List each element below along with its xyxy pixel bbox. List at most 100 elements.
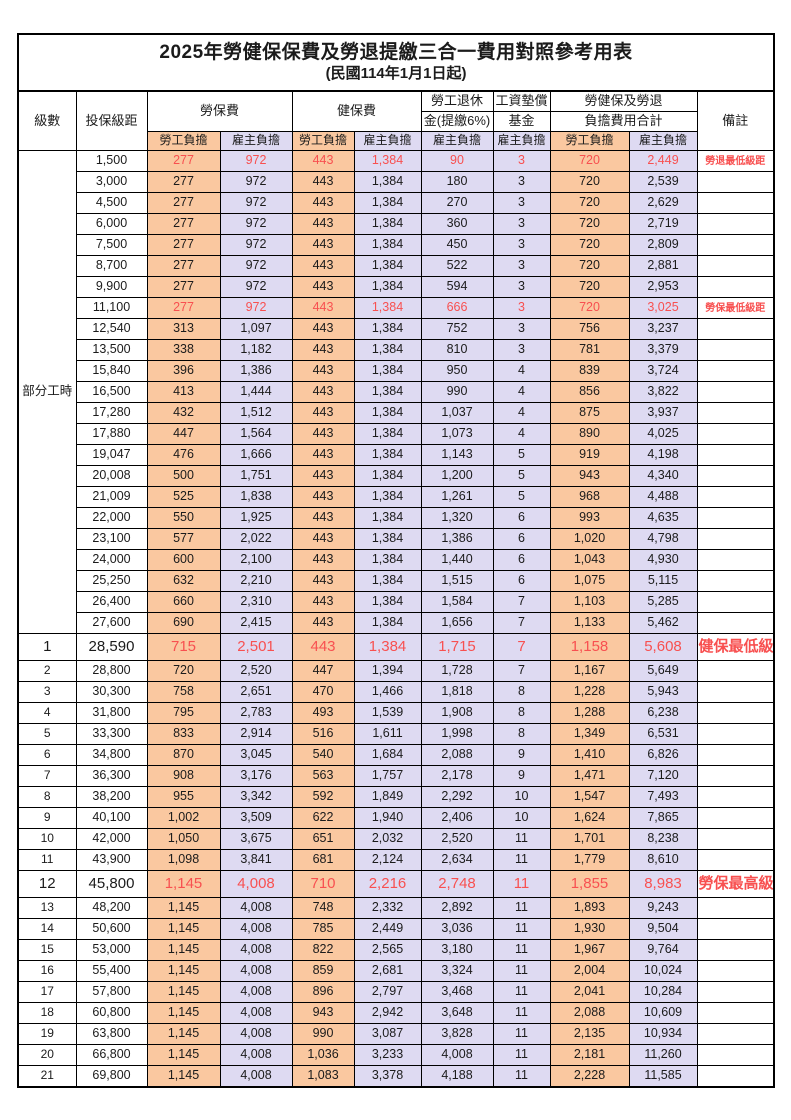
cell-pension-employer: 180 [420, 171, 494, 193]
cell-wagefund-employer: 9 [492, 744, 551, 766]
table-body: 部分工時 1,500 277 972 443 1,384 90 3 720 2,449 勞退最低級距… [17, 150, 775, 1088]
table-row: 1 28,590 715 2,501 443 1,384 1,715 7 1,158 5,608 健… [17, 633, 775, 661]
cell-level: 21 [17, 1065, 77, 1088]
cell-wagefund-employer: 11 [492, 1044, 551, 1066]
table-row: 14 50,600 1,145 4,008 785 2,449 3,036 11 1,930 9,… [17, 918, 775, 940]
cell-note [696, 486, 775, 508]
cell-pension-employer: 90 [420, 150, 494, 172]
cell-pension-employer: 1,908 [420, 702, 494, 724]
cell-level: 13 [17, 897, 77, 919]
cell-labor-employee: 632 [146, 570, 221, 592]
cell-labor-employer: 2,100 [219, 549, 293, 571]
cell-labor-employee: 955 [146, 786, 221, 808]
cell-total-employer: 4,635 [628, 507, 698, 529]
cell-wagefund-employer: 3 [492, 234, 551, 256]
cell-labor-employer: 2,651 [219, 681, 293, 703]
cell-pension-employer: 2,892 [420, 897, 494, 919]
page-title: 2025年勞健保保費及勞退提繳三合一費用對照參考用表 [159, 41, 633, 63]
cell-health-employee: 443 [291, 213, 355, 235]
cell-total-employee: 2,135 [549, 1023, 630, 1045]
cell-health-employee: 493 [291, 702, 355, 724]
header-labor-employer: 雇主負擔 [219, 131, 293, 151]
table-row: 11 43,900 1,098 3,841 681 2,124 2,634 11 1,779 8,… [17, 849, 775, 871]
cell-pension-employer: 3,180 [420, 939, 494, 961]
cell-bracket: 24,000 [75, 549, 148, 571]
cell-level: 9 [17, 807, 77, 829]
cell-level: 12 [17, 870, 77, 898]
cell-note [696, 897, 775, 919]
cell-labor-employee: 1,145 [146, 870, 221, 898]
cell-health-employer: 1,384 [353, 297, 422, 319]
cell-total-employer: 4,340 [628, 465, 698, 487]
cell-total-employer: 8,983 [628, 870, 698, 898]
cell-labor-employee: 690 [146, 612, 221, 634]
cell-total-employee: 968 [549, 486, 630, 508]
header-wagefund-line1: 工資墊償 [492, 90, 551, 112]
premium-table: 2025年勞健保保費及勞退提繳三合一費用對照參考用表 (民國114年1月1日起)… [17, 33, 776, 1088]
cell-health-employer: 1,384 [353, 444, 422, 466]
cell-health-employee: 859 [291, 960, 355, 982]
cell-health-employer: 1,394 [353, 660, 422, 682]
cell-total-employer: 3,237 [628, 318, 698, 340]
table-row: 7,500 277 972 443 1,384 450 3 720 2,809 [18, 234, 775, 256]
cell-health-employer: 1,384 [353, 150, 422, 172]
cell-total-employee: 890 [549, 423, 630, 445]
cell-labor-employer: 2,310 [219, 591, 293, 613]
table-row: 21 69,800 1,145 4,008 1,083 3,378 4,188 11 2,228… [17, 1065, 775, 1088]
table-row: 23,100 577 2,022 443 1,384 1,386 6 1,020 4,798 [18, 528, 775, 550]
cell-labor-employee: 313 [146, 318, 221, 340]
cell-total-employer: 7,120 [628, 765, 698, 787]
cell-pension-employer: 4,188 [420, 1065, 494, 1088]
cell-health-employer: 1,384 [353, 549, 422, 571]
cell-labor-employer: 1,444 [219, 381, 293, 403]
cell-total-employer: 2,881 [628, 255, 698, 277]
cell-labor-employee: 1,145 [146, 897, 221, 919]
cell-total-employee: 720 [549, 171, 630, 193]
cell-pension-employer: 4,008 [420, 1044, 494, 1066]
cell-labor-employer: 2,022 [219, 528, 293, 550]
cell-health-employer: 1,849 [353, 786, 422, 808]
cell-health-employee: 443 [291, 528, 355, 550]
cell-total-employee: 1,855 [549, 870, 630, 898]
cell-total-employer: 11,260 [628, 1044, 698, 1066]
cell-pension-employer: 522 [420, 255, 494, 277]
cell-total-employee: 1,158 [549, 633, 630, 661]
cell-total-employee: 2,041 [549, 981, 630, 1003]
cell-total-employee: 720 [549, 150, 630, 172]
cell-total-employee: 2,088 [549, 1002, 630, 1024]
cell-labor-employer: 1,838 [219, 486, 293, 508]
cell-pension-employer: 1,073 [420, 423, 494, 445]
cell-labor-employee: 277 [146, 171, 221, 193]
cell-health-employee: 443 [291, 339, 355, 361]
cell-bracket: 31,800 [75, 702, 148, 724]
cell-health-employer: 1,384 [353, 633, 422, 661]
cell-health-employee: 443 [291, 150, 355, 172]
cell-note [696, 765, 775, 787]
cell-wagefund-employer: 11 [492, 1002, 551, 1024]
cell-total-employer: 10,024 [628, 960, 698, 982]
cell-labor-employee: 1,145 [146, 918, 221, 940]
cell-total-employer: 5,608 [628, 633, 698, 661]
table-row: 27,600 690 2,415 443 1,384 1,656 7 1,133 5,462 [18, 612, 775, 634]
header-labor-employee: 勞工負擔 [146, 131, 221, 151]
cell-labor-employer: 972 [219, 150, 293, 172]
cell-wagefund-employer: 4 [492, 381, 551, 403]
cell-total-employee: 1,701 [549, 828, 630, 850]
cell-labor-employee: 476 [146, 444, 221, 466]
table-row: 2 28,800 720 2,520 447 1,394 1,728 7 1,167 5,649 [17, 660, 775, 682]
cell-note [696, 423, 775, 445]
cell-health-employer: 2,332 [353, 897, 422, 919]
cell-total-employee: 1,167 [549, 660, 630, 682]
cell-pension-employer: 2,088 [420, 744, 494, 766]
cell-wagefund-employer: 11 [492, 1065, 551, 1088]
cell-wagefund-employer: 11 [492, 981, 551, 1003]
cell-level: 14 [17, 918, 77, 940]
cell-note [696, 507, 775, 529]
cell-health-employee: 443 [291, 192, 355, 214]
cell-note: 健保最低級距 [696, 633, 775, 661]
cell-total-employer: 2,449 [628, 150, 698, 172]
cell-note [696, 660, 775, 682]
cell-wagefund-employer: 3 [492, 297, 551, 319]
cell-labor-employee: 1,145 [146, 1023, 221, 1045]
header-remark: 備註 [696, 90, 775, 151]
